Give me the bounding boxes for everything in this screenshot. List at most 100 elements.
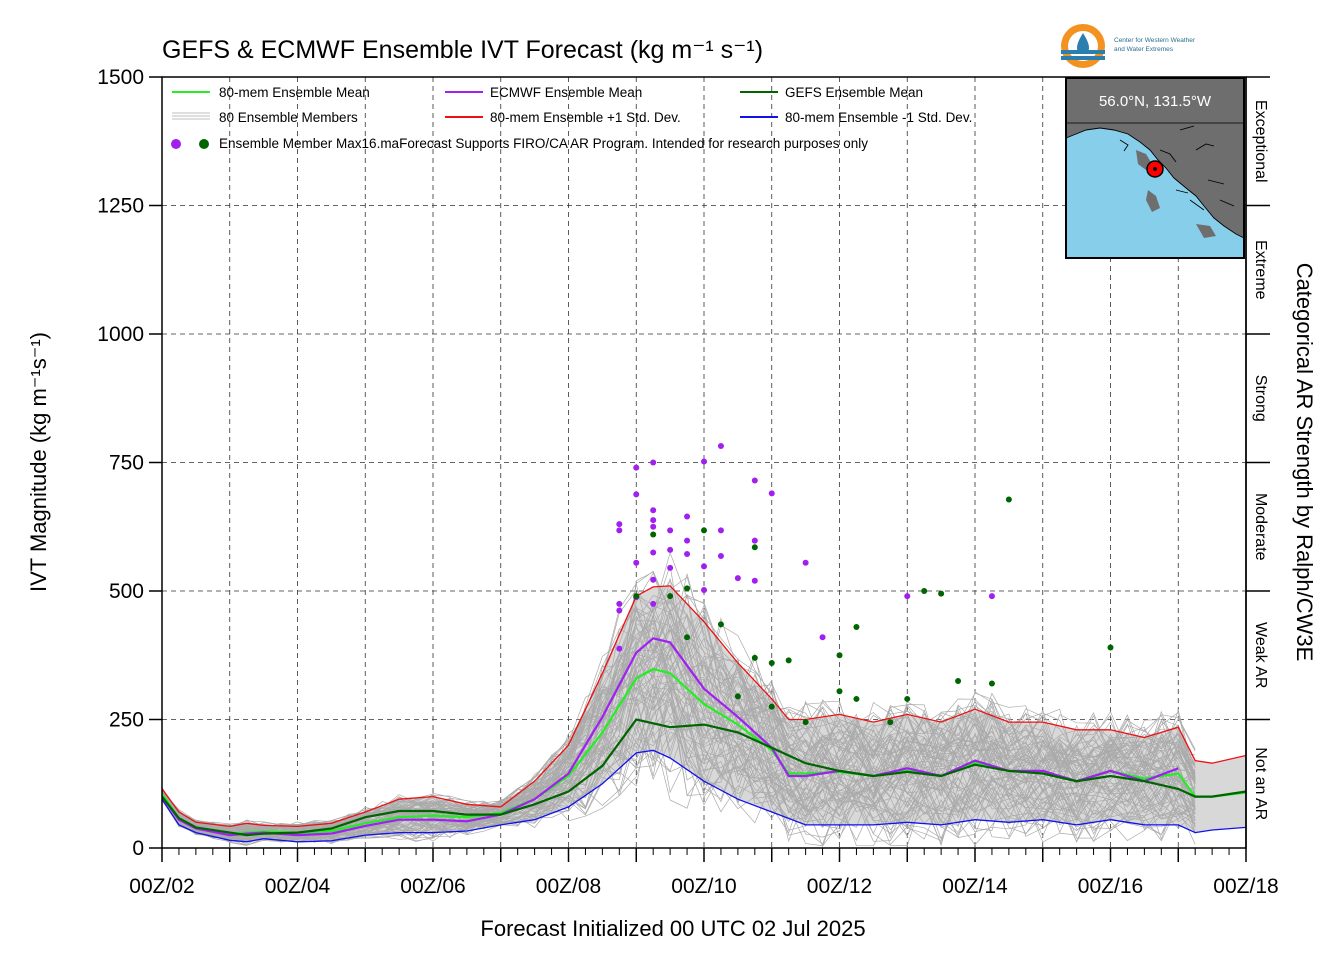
ecmwf-max-point bbox=[751, 577, 758, 584]
x-tick-label: 00Z/14 bbox=[942, 875, 1008, 898]
gefs-max-point bbox=[650, 531, 657, 538]
ecmwf-max-point bbox=[650, 517, 657, 524]
gefs-max-point bbox=[853, 623, 860, 630]
ecmwf-max-point bbox=[904, 593, 911, 600]
chart-title: GEFS & ECMWF Ensemble IVT Forecast (kg m… bbox=[162, 36, 763, 64]
ecmwf-max-point bbox=[616, 527, 623, 534]
gefs-max-point bbox=[684, 585, 691, 592]
logo-line2: and Water Extremes bbox=[1114, 46, 1174, 53]
ecmwf-max-point bbox=[667, 564, 674, 571]
gefs-max-point bbox=[701, 527, 707, 534]
inset-map: 56.0°N, 131.5°W bbox=[1065, 77, 1245, 259]
ecmwf-max-point bbox=[701, 563, 707, 570]
y-tick-label: 0 bbox=[132, 837, 144, 860]
x-tick-label: 00Z/08 bbox=[536, 875, 601, 898]
water-drop-logo-icon bbox=[1061, 24, 1105, 68]
y-tick-label: 750 bbox=[109, 452, 144, 475]
gefs-max-point bbox=[904, 695, 911, 702]
gefs-max-point bbox=[1107, 644, 1114, 651]
ecmwf-max-point bbox=[650, 576, 657, 583]
location-marker-icon bbox=[1146, 160, 1164, 178]
x-axis: 00Z/02 00Z/04 00Z/06 00Z/08 00Z/10 00Z/12 00Z/… bbox=[129, 848, 1279, 898]
map-land bbox=[1066, 78, 1244, 238]
ecmwf-max-point bbox=[751, 537, 758, 544]
legend-label-members: 80 Ensemble Members bbox=[219, 110, 358, 125]
ensemble-member-line bbox=[162, 699, 1196, 845]
legend-label-mean80: 80-mem Ensemble Mean bbox=[219, 85, 370, 100]
gefs-mean-line bbox=[162, 718, 1246, 837]
y-tick-label: 1250 bbox=[97, 195, 144, 218]
ecmwf-max-point bbox=[667, 546, 674, 553]
x-tick-label: 00Z/04 bbox=[265, 875, 331, 898]
ecmwf-max-point bbox=[684, 537, 691, 544]
gefs-max-point bbox=[887, 719, 894, 726]
ecmwf-max-point bbox=[701, 458, 707, 465]
ecmwf-max-point bbox=[684, 513, 691, 520]
gefs-max-point bbox=[768, 703, 775, 710]
ensemble-member-line bbox=[162, 679, 1196, 840]
ecmwf-max-point bbox=[684, 550, 691, 557]
logo-line1: Center for Western Weather bbox=[1114, 37, 1196, 44]
ecmwf-max-point bbox=[650, 459, 657, 466]
x-tick-label: 00Z/10 bbox=[671, 875, 736, 898]
y-axis: 0 250 500 750 1000 1250 1500 bbox=[97, 66, 162, 860]
category-label: Exceptional bbox=[1252, 100, 1269, 183]
legend-label-ecmwf: ECMWF Ensemble Mean bbox=[490, 85, 642, 100]
ecmwf-max-point bbox=[768, 490, 775, 497]
ecmwf-mean-line bbox=[162, 637, 1179, 837]
legend-label-minus1sd: 80-mem Ensemble -1 Std. Dev. bbox=[785, 110, 972, 125]
legend-label-max: Ensemble Member Max16.maForecast Support… bbox=[219, 136, 868, 151]
ecmwf-max-point bbox=[988, 593, 995, 600]
gefs-max-point bbox=[988, 680, 995, 687]
gefs-max-point bbox=[768, 659, 775, 666]
gefs-max-point bbox=[751, 654, 758, 661]
category-label: Weak AR bbox=[1252, 622, 1269, 688]
ecmwf-max-point bbox=[650, 507, 657, 514]
gefs-max-point bbox=[802, 719, 809, 726]
map-island bbox=[1196, 224, 1216, 238]
gefs-max-point bbox=[938, 590, 945, 597]
y-axis-title: IVT Magnitude (kg m⁻¹s⁻¹) bbox=[26, 332, 51, 592]
y-tick-label: 1500 bbox=[97, 66, 144, 89]
gefs-max-point bbox=[921, 588, 928, 594]
ecmwf-max-point bbox=[751, 477, 758, 484]
right-axis-title: Categorical AR Strength by Ralph/CW3E bbox=[1292, 263, 1317, 662]
gefs-max-point bbox=[1005, 496, 1012, 503]
x-tick-label: 00Z/18 bbox=[1213, 875, 1278, 898]
ecmwf-max-point bbox=[717, 443, 724, 450]
ecmwf-max-point bbox=[819, 634, 826, 641]
x-axis-title: Forecast Initialized 00 UTC 02 Jul 2025 bbox=[480, 916, 865, 941]
gefs-max-point bbox=[955, 677, 962, 684]
x-tick-label: 00Z/02 bbox=[129, 875, 194, 898]
ecmwf-max-point bbox=[717, 527, 724, 534]
ensemble-member-line bbox=[162, 584, 1196, 831]
map-frame bbox=[1065, 77, 1245, 259]
legend-label-gefs: GEFS Ensemble Mean bbox=[785, 85, 923, 100]
ensemble-member-line bbox=[162, 719, 1196, 848]
gefs-max-point bbox=[853, 695, 860, 702]
ecmwf-max-point bbox=[616, 600, 623, 607]
gefs-max-point bbox=[667, 593, 674, 600]
x-tick-label: 00Z/12 bbox=[807, 875, 872, 898]
y-tick-label: 1000 bbox=[97, 323, 144, 346]
category-label: Moderate bbox=[1252, 493, 1269, 561]
gefs-max-point bbox=[633, 593, 640, 600]
x-tick-label: 00Z/06 bbox=[400, 875, 465, 898]
ecmwf-max-point bbox=[650, 523, 657, 530]
plus1sd-line bbox=[162, 585, 1246, 828]
gefs-max-point bbox=[734, 693, 741, 700]
ecmwf-max-point bbox=[717, 553, 724, 560]
legend-marker-gefs-max bbox=[199, 139, 209, 149]
gefs-max-point bbox=[751, 544, 758, 551]
gefs-max-point bbox=[836, 688, 843, 695]
ecmwf-max-point bbox=[616, 521, 623, 528]
gefs-max-point bbox=[717, 621, 724, 628]
y-tick-label: 500 bbox=[109, 580, 144, 603]
ecmwf-max-point bbox=[802, 559, 809, 566]
ensemble-member-line bbox=[162, 578, 1196, 832]
ecmwf-max-point bbox=[633, 464, 640, 471]
category-label: Strong bbox=[1252, 375, 1269, 422]
ensemble-member-line bbox=[162, 597, 1196, 833]
x-tick-label: 00Z/16 bbox=[1078, 875, 1143, 898]
